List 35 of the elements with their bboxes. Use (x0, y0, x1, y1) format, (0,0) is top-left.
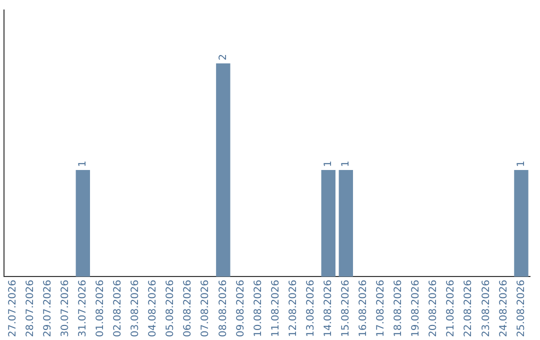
x-tick-label: 01.08.2026 (95, 280, 106, 338)
x-tick-label: 03.08.2026 (130, 280, 142, 338)
x-tick-label: 24.08.2026 (498, 280, 510, 338)
x-tick-label: 05.08.2026 (165, 280, 176, 338)
data-label: 1 (322, 160, 334, 168)
x-tick-label: 23.08.2026 (480, 280, 492, 338)
data-label: 2 (218, 54, 229, 60)
x-tick-label: 29.07.2026 (42, 280, 54, 338)
data-label: 1 (516, 160, 527, 168)
x-tick-label: 06.08.2026 (182, 280, 194, 338)
x-tick-label: 27.07.2026 (7, 280, 18, 338)
x-tick-label: 20.08.2026 (428, 280, 440, 338)
data-label: 1 (340, 160, 352, 168)
x-tick-label: 07.08.2026 (200, 280, 212, 338)
x-tick-label: 31.07.2026 (77, 280, 88, 338)
x-tick-label: 25.08.2026 (516, 280, 527, 338)
x-tick-label: 10.08.2026 (252, 280, 264, 338)
x-tick-label: 21.08.2026 (446, 280, 457, 338)
x-tick-label: 19.08.2026 (410, 280, 422, 338)
x-tick-label: 18.08.2026 (393, 280, 404, 338)
x-tick-label: 15.08.2026 (340, 280, 352, 338)
x-tick-label: 12.08.2026 (288, 280, 299, 338)
x-tick-label: 16.08.2026 (358, 280, 370, 338)
x-tick-label: 14.08.2026 (322, 280, 334, 338)
x-tick-label: 17.08.2026 (376, 280, 387, 338)
x-tick-label: 22.08.2026 (463, 280, 474, 338)
x-tick-label: 02.08.2026 (112, 280, 124, 338)
x-tick-label: 13.08.2026 (305, 280, 316, 338)
x-tick-label: 11.08.2026 (270, 280, 282, 338)
data-label: 1 (77, 160, 88, 168)
x-tick-label: 28.07.2026 (24, 280, 36, 338)
x-tick-label: 08.08.2026 (218, 280, 229, 338)
x-tick-label: 04.08.2026 (148, 280, 159, 338)
x-tick-label: 30.07.2026 (60, 280, 71, 338)
x-tick-label: 09.08.2026 (235, 280, 246, 338)
